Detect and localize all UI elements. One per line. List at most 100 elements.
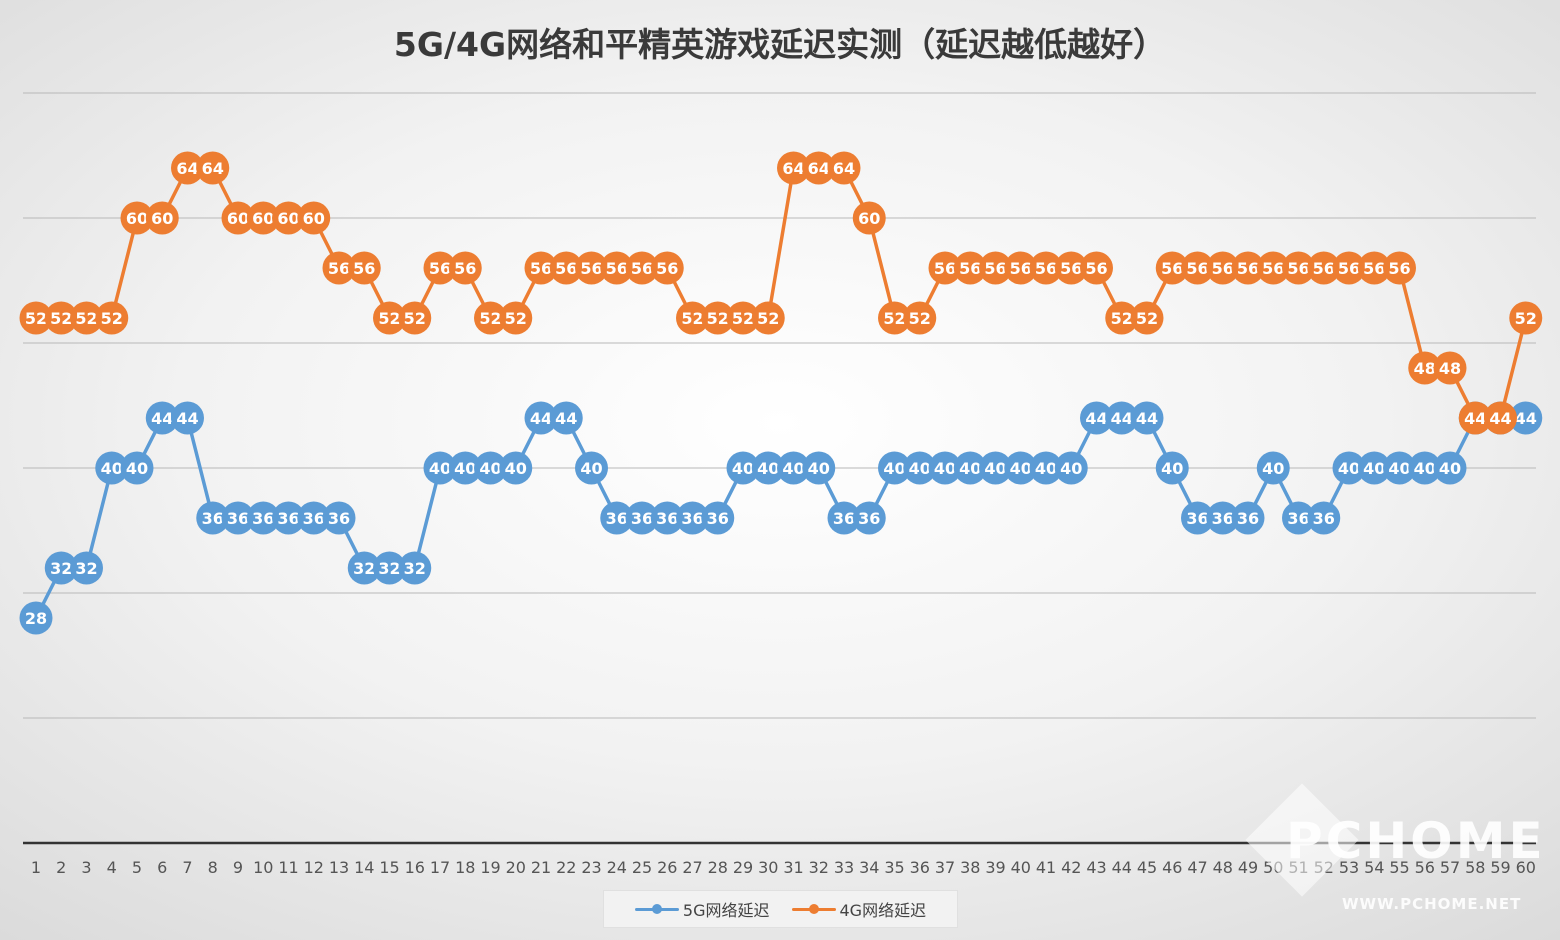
x-tick-label: 57	[1440, 858, 1460, 877]
data-point	[145, 201, 179, 235]
data-point	[474, 451, 507, 485]
x-tick-label: 29	[733, 858, 753, 877]
data-label: 52	[732, 309, 754, 328]
x-axis: 1 2 3 4 5 6 7 8 9 10 11 12 13 14 15 16 17 18 19 20 21 22 23 24 2…	[31, 858, 1536, 877]
data-label: 56	[429, 259, 451, 278]
data-label: 56	[1186, 259, 1208, 278]
data-label: 36	[656, 509, 678, 528]
data-label: 60	[151, 209, 173, 228]
x-tick-label: 20	[506, 858, 526, 877]
x-tick-label: 6	[157, 858, 167, 877]
data-label: 48	[1439, 359, 1461, 378]
data-label: 40	[580, 459, 602, 478]
data-label: 44	[151, 409, 173, 428]
legend-swatch-4g	[791, 904, 836, 914]
data-point	[979, 451, 1012, 485]
data-label: 56	[1161, 259, 1183, 278]
data-label: 44	[1464, 409, 1486, 428]
x-tick-label: 55	[1389, 858, 1409, 877]
data-point	[1231, 501, 1265, 535]
data-point	[1029, 251, 1063, 285]
data-point	[448, 451, 482, 485]
data-label: 36	[1237, 509, 1259, 528]
x-tick-label: 33	[834, 858, 854, 877]
data-point	[1484, 401, 1517, 435]
x-tick-label: 5	[132, 858, 142, 877]
data-point	[95, 451, 129, 485]
data-label: 64	[808, 159, 830, 178]
x-tick-label: 36	[910, 858, 930, 877]
data-point	[423, 451, 457, 485]
data-point	[1357, 251, 1391, 285]
data-label: 56	[555, 259, 577, 278]
data-label: 52	[909, 309, 931, 328]
x-tick-label: 37	[935, 858, 955, 877]
data-point	[44, 301, 78, 335]
x-tick-label: 8	[208, 858, 218, 877]
x-tick-label: 30	[758, 858, 778, 877]
data-point	[777, 451, 810, 485]
data-point	[1004, 251, 1038, 285]
data-label: 40	[934, 459, 956, 478]
data-point	[1054, 451, 1088, 485]
data-label: 56	[1388, 259, 1410, 278]
data-point	[499, 301, 533, 335]
x-tick-label: 40	[1011, 858, 1031, 877]
data-point	[1105, 401, 1139, 435]
data-label: 40	[505, 459, 527, 478]
data-label: 60	[858, 209, 880, 228]
data-point	[44, 551, 78, 585]
data-point	[196, 501, 230, 535]
data-point	[575, 451, 608, 485]
data-label: 40	[1363, 459, 1385, 478]
chart-title: 5G/4G网络和平精英游戏延迟实测（延迟越低越好）	[393, 25, 1167, 64]
data-label: 52	[50, 309, 72, 328]
x-tick-label: 49	[1238, 858, 1258, 877]
x-tick-label: 27	[682, 858, 702, 877]
data-label: 40	[732, 459, 754, 478]
data-label: 36	[227, 509, 249, 528]
data-label: 64	[176, 159, 198, 178]
data-label: 36	[631, 509, 653, 528]
data-label: 56	[580, 259, 602, 278]
data-label: 52	[505, 309, 527, 328]
legend-label-5g: 5G网络延迟	[682, 901, 770, 920]
data-label: 40	[757, 459, 779, 478]
data-point	[726, 451, 760, 485]
data-point	[1509, 301, 1543, 335]
data-label: 40	[984, 459, 1006, 478]
x-tick-label: 35	[884, 858, 904, 877]
x-tick-label: 48	[1213, 858, 1233, 877]
data-label: 40	[1060, 459, 1082, 478]
data-point	[928, 251, 962, 285]
data-label: 56	[353, 259, 375, 278]
data-point	[1105, 301, 1139, 335]
data-point	[1307, 501, 1341, 535]
x-tick-label: 2	[56, 858, 66, 877]
data-label: 40	[454, 459, 476, 478]
data-point	[347, 551, 381, 585]
data-label: 56	[1212, 259, 1234, 278]
data-point	[171, 151, 204, 185]
data-point	[1231, 251, 1265, 285]
data-point	[751, 451, 785, 485]
x-tick-label: 32	[809, 858, 829, 877]
data-label: 40	[1414, 459, 1436, 478]
legend-swatch-5g	[634, 904, 679, 914]
data-label: 40	[126, 459, 148, 478]
data-label: 36	[681, 509, 703, 528]
data-point	[802, 151, 836, 185]
data-label: 56	[1287, 259, 1309, 278]
data-point	[1080, 401, 1113, 435]
data-point	[1054, 251, 1088, 285]
data-point	[221, 501, 255, 535]
data-label: 32	[75, 559, 97, 578]
data-point	[676, 301, 709, 335]
x-tick-label: 1	[31, 858, 41, 877]
x-tick-label: 34	[859, 858, 879, 877]
data-point	[676, 501, 709, 535]
data-point	[1155, 451, 1189, 485]
data-label: 40	[429, 459, 451, 478]
data-label: 40	[959, 459, 981, 478]
data-label: 40	[782, 459, 804, 478]
